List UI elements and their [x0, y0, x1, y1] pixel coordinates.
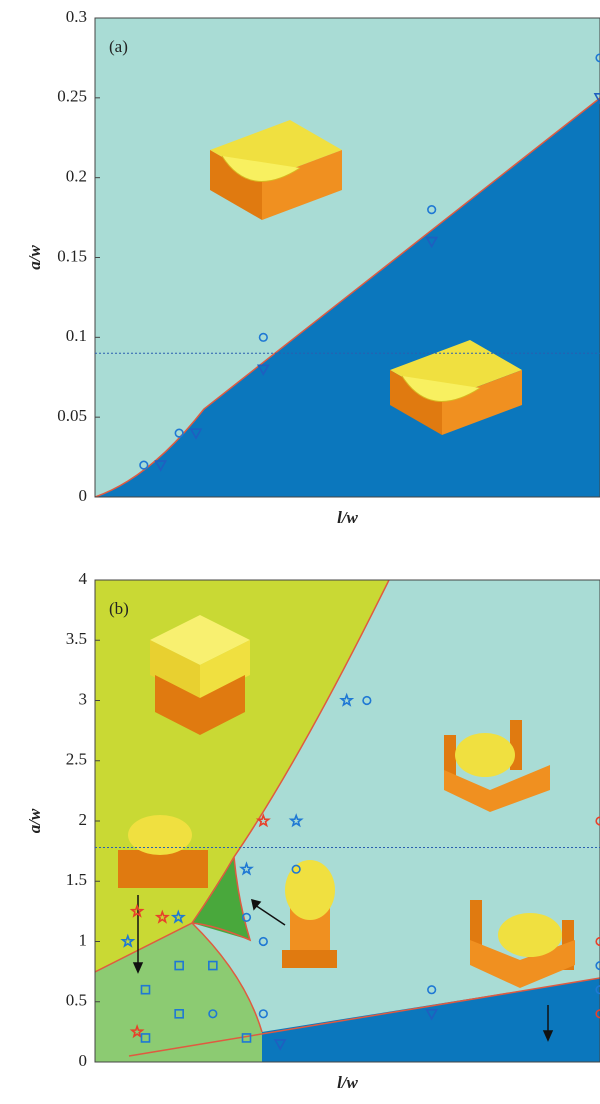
y-tick-label: 0 — [79, 1051, 88, 1070]
y-tick-label: 0.15 — [57, 246, 87, 265]
y-tick-label: 3.5 — [66, 629, 87, 648]
y-tick-label: 2.5 — [66, 750, 87, 769]
y-tick-label: 0 — [79, 486, 88, 505]
y-tick-label: 3 — [79, 689, 88, 708]
y-tick-label: 0.5 — [66, 991, 87, 1010]
panel-label: (b) — [109, 599, 129, 618]
figure: 0 0.05 0.1 0.15 0.2 0.25 0.3 (a) l/w a/w 0 0.5 1 1.5 2… — [0, 0, 600, 1099]
y-tick-label: 2 — [79, 810, 88, 829]
x-axis-label: l/w — [337, 1073, 358, 1092]
panel-label: (a) — [109, 37, 128, 56]
y-tick-label: 0.25 — [57, 87, 87, 106]
y-tick-label: 0.05 — [57, 406, 87, 425]
y-tick-label: 0.1 — [66, 326, 87, 345]
y-tick-label: 0.2 — [66, 167, 87, 186]
regions-b — [95, 580, 600, 1062]
y-axis-label: a/w — [25, 245, 44, 270]
x-axis-label: l/w — [337, 508, 358, 527]
y-tick-label: 4 — [79, 569, 88, 588]
y-tick-label: 1 — [79, 930, 88, 949]
y-axis-label: a/w — [25, 808, 44, 833]
regions-a — [95, 18, 600, 497]
y-tick-label: 1.5 — [66, 870, 87, 889]
y-tick-label: 0.3 — [66, 7, 87, 26]
